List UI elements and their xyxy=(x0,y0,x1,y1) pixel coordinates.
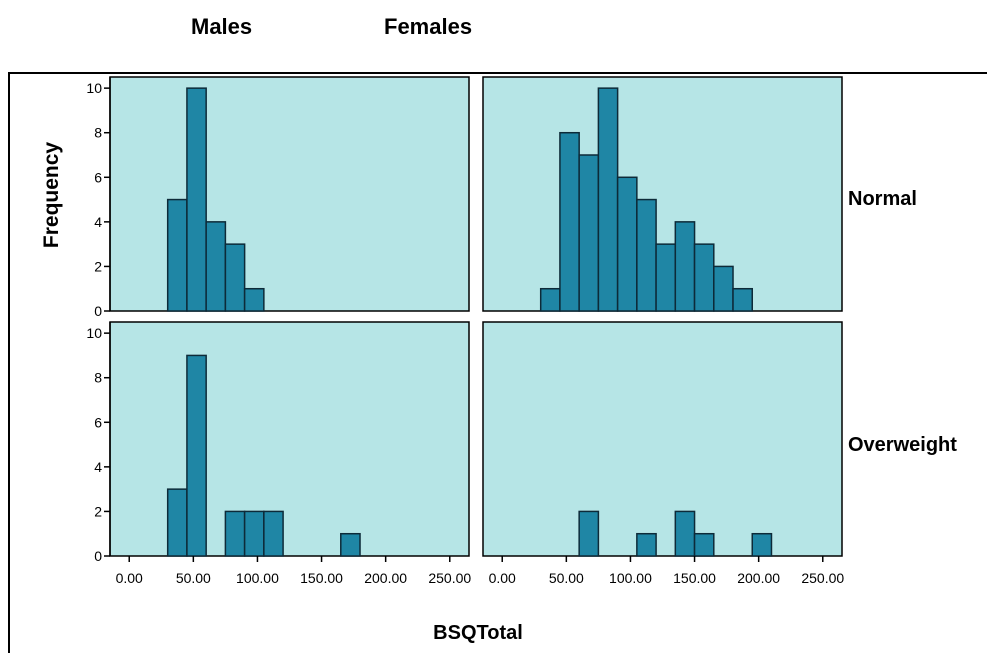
y-tick-label-normal-10: 10 xyxy=(86,80,102,96)
bar-males-overweight-5 xyxy=(340,532,361,557)
x-tick-label-males-200: 200.00 xyxy=(364,570,407,586)
bar-males-normal-4 xyxy=(243,287,265,312)
bar-females-overweight-4 xyxy=(751,532,773,557)
bar-females-normal-10 xyxy=(732,287,754,312)
bar-females-normal-2 xyxy=(578,154,600,312)
x-axis-label: BSQTotal xyxy=(433,622,523,644)
bar-males-overweight-4 xyxy=(263,510,284,557)
x-axis-females: 0.00 50.00 100.00 150.00 200.00 250.00 xyxy=(489,556,844,586)
panel-females-normal xyxy=(482,76,843,312)
x-axis-males: 0.00 50.00 100.00 150.00 200.00 250.00 xyxy=(116,556,471,586)
bar-males-overweight-2 xyxy=(224,510,246,557)
y-axis-overweight: 0 2 4 6 8 10 xyxy=(86,322,111,564)
y-axes-layer: 0 2 4 6 8 10 0 2 4 6 8 10 xyxy=(86,77,111,564)
bar-females-normal-4 xyxy=(616,176,638,312)
x-tick-label-males-250: 250.00 xyxy=(428,570,471,586)
panel-background-males-normal xyxy=(109,76,470,312)
y-tick-label-normal-2: 2 xyxy=(94,258,102,274)
bar-males-normal-2 xyxy=(205,221,227,312)
panel-males-overweight xyxy=(109,321,470,557)
x-tick-label-males-100: 100.00 xyxy=(236,570,279,586)
panel-males-normal xyxy=(109,76,470,312)
bar-males-overweight-3 xyxy=(243,510,265,557)
bar-females-normal-8 xyxy=(693,243,715,312)
y-tick-label-overweight-4: 4 xyxy=(94,459,102,475)
bar-females-overweight-0 xyxy=(578,510,600,557)
bar-females-overweight-1 xyxy=(636,532,657,557)
bar-males-overweight-0 xyxy=(166,488,188,557)
bar-females-normal-0 xyxy=(539,287,561,312)
bar-females-overweight-2 xyxy=(674,510,696,557)
bar-females-normal-5 xyxy=(636,198,657,312)
panel-background-males-overweight xyxy=(109,321,470,557)
panel-background-females-overweight xyxy=(482,321,843,557)
row-label-overweight: Overweight xyxy=(848,434,957,456)
y-tick-label-overweight-6: 6 xyxy=(94,414,102,430)
row-label-normal: Normal xyxy=(848,188,917,210)
bar-females-normal-9 xyxy=(713,265,734,312)
y-tick-label-normal-0: 0 xyxy=(94,303,102,319)
y-tick-label-normal-4: 4 xyxy=(94,214,102,230)
y-axis-label: Frequency xyxy=(40,142,63,249)
panel-females-overweight xyxy=(482,321,843,557)
y-axis-normal: 0 2 4 6 8 10 xyxy=(86,77,111,319)
bar-females-overweight-3 xyxy=(693,532,715,557)
x-tick-label-females-200: 200.00 xyxy=(737,570,780,586)
x-axes-layer: 0.00 50.00 100.00 150.00 200.00 250.00 0.00 50.… xyxy=(116,556,844,586)
column-header-males: Males xyxy=(191,14,253,39)
y-tick-label-normal-8: 8 xyxy=(94,125,102,141)
y-tick-label-overweight-10: 10 xyxy=(86,325,102,341)
y-tick-label-overweight-8: 8 xyxy=(94,370,102,386)
x-tick-label-females-0: 0.00 xyxy=(489,570,516,586)
bar-females-normal-7 xyxy=(674,221,696,312)
bar-females-normal-1 xyxy=(559,131,580,312)
bar-females-normal-6 xyxy=(655,243,677,312)
y-tick-label-overweight-2: 2 xyxy=(94,503,102,519)
bar-males-normal-1 xyxy=(186,87,207,312)
bar-males-overweight-1 xyxy=(186,354,207,557)
panels-layer xyxy=(109,76,843,557)
column-header-females: Females xyxy=(384,14,473,39)
bar-males-normal-3 xyxy=(224,243,246,312)
y-tick-label-normal-6: 6 xyxy=(94,169,102,185)
x-tick-label-males-150: 150.00 xyxy=(300,570,343,586)
x-tick-label-females-50: 50.00 xyxy=(549,570,584,586)
x-tick-label-females-150: 150.00 xyxy=(673,570,716,586)
x-tick-label-females-100: 100.00 xyxy=(609,570,652,586)
bar-males-normal-0 xyxy=(166,198,188,312)
bar-females-normal-3 xyxy=(597,87,619,312)
x-tick-label-males-50: 50.00 xyxy=(176,570,211,586)
x-tick-label-males-0: 0.00 xyxy=(116,570,143,586)
x-tick-label-females-250: 250.00 xyxy=(801,570,844,586)
y-tick-label-overweight-0: 0 xyxy=(94,548,102,564)
